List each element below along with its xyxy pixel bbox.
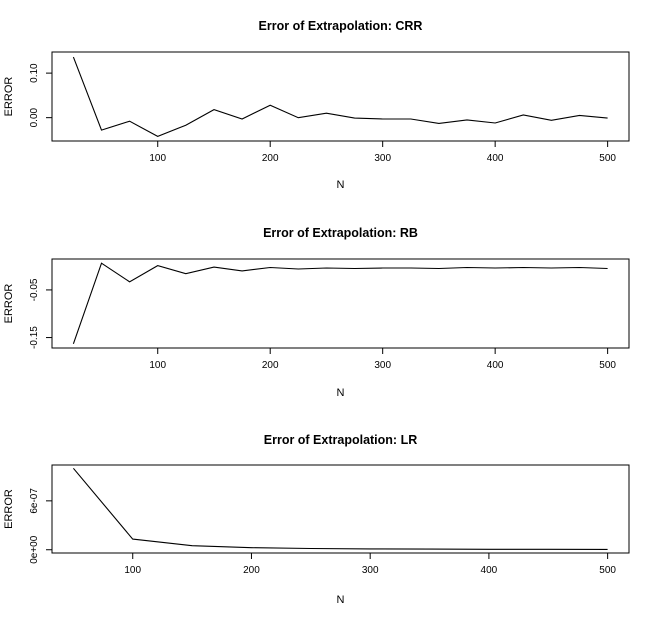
y-axis-label: ERROR xyxy=(3,489,15,529)
series-line xyxy=(72,467,608,550)
x-tick-label: 300 xyxy=(374,360,391,371)
chart-panel-2: Error of Extrapolation: RB 100 200 300 400 50… xyxy=(3,226,630,399)
x-tick-label: 100 xyxy=(149,153,166,164)
chart-panel-3: Error of Extrapolation: LR 100 200 300 400 50… xyxy=(3,433,630,606)
chart-title: Error of Extrapolation: CRR xyxy=(259,19,423,33)
plot-frame xyxy=(51,51,630,142)
plot-frame xyxy=(51,258,630,349)
x-tick-label: 200 xyxy=(262,153,279,164)
series-line xyxy=(72,262,608,344)
y-tick-label: -0.15 xyxy=(29,326,40,349)
x-tick-label: 500 xyxy=(599,153,616,164)
x-tick-label: 500 xyxy=(599,565,616,576)
x-tick-label: 500 xyxy=(599,360,616,371)
y-tick-label: -0.05 xyxy=(29,278,40,301)
x-tick-label: 300 xyxy=(374,153,391,164)
chart-title: Error of Extrapolation: RB xyxy=(263,226,418,240)
y-tick-label: 0.10 xyxy=(29,63,40,83)
chart-title: Error of Extrapolation: LR xyxy=(264,433,417,447)
x-axis-label: N xyxy=(337,179,345,191)
x-tick-label: 200 xyxy=(243,565,260,576)
series-line xyxy=(72,56,608,138)
x-axis-label: N xyxy=(337,387,345,399)
x-tick-label: 200 xyxy=(262,360,279,371)
x-axis-label: N xyxy=(337,594,345,606)
y-tick-label: 0.00 xyxy=(29,107,40,127)
x-tick-label: 400 xyxy=(481,565,498,576)
y-tick-label: 6e-07 xyxy=(29,488,40,514)
x-tick-label: 400 xyxy=(487,153,504,164)
x-tick-label: 100 xyxy=(124,565,141,576)
y-axis-label: ERROR xyxy=(3,77,15,117)
x-tick-label: 100 xyxy=(149,360,166,371)
y-tick-label: 0e+00 xyxy=(29,535,40,564)
x-tick-label: 300 xyxy=(362,565,379,576)
x-tick-label: 400 xyxy=(487,360,504,371)
y-axis-label: ERROR xyxy=(3,284,15,324)
chart-panel-1: Error of Extrapolation: CRR 100 200 300 400 5… xyxy=(3,19,630,191)
